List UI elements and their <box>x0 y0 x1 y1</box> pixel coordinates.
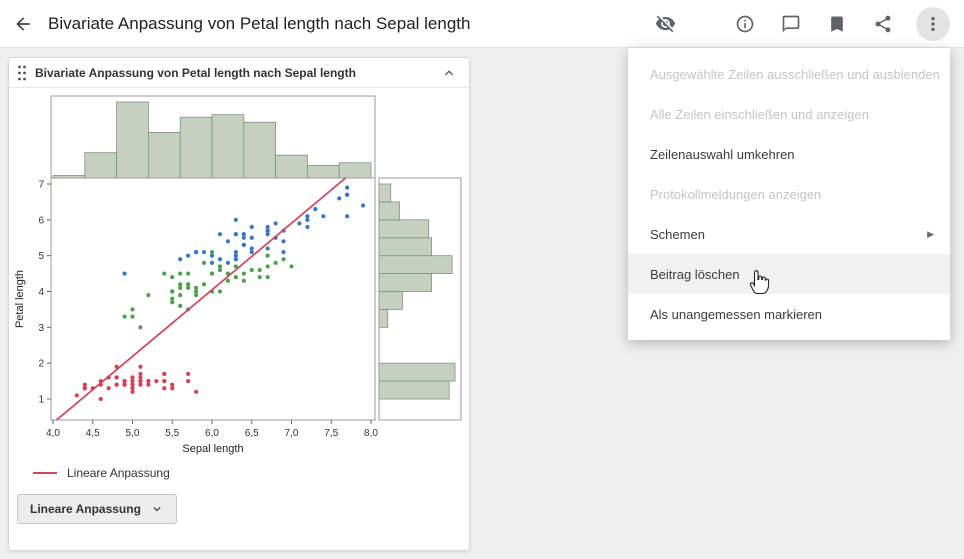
svg-text:5: 5 <box>38 251 44 262</box>
fit-options-button[interactable]: Lineare Anpassung <box>17 494 177 524</box>
fit-line-label: Lineare Anpassung <box>67 466 170 480</box>
menu-item-exclude-hide-selected-rows: Ausgewählte Zeilen ausschließen und ausb… <box>628 54 950 94</box>
drag-dots-icon <box>18 65 26 80</box>
menu-item-delete-post[interactable]: Beitrag löschen <box>628 254 950 294</box>
topbar: Bivariate Anpassung von Petal length nac… <box>0 0 964 48</box>
chevron-up-icon <box>445 69 453 75</box>
more-options-button[interactable] <box>916 6 950 41</box>
svg-text:6,0: 6,0 <box>205 428 219 439</box>
page-title: Bivariate Anpassung von Petal length nac… <box>48 13 471 33</box>
context-menu: Ausgewählte Zeilen ausschließen und ausb… <box>628 48 950 340</box>
menu-item-invert-row-selection[interactable]: Zeilenauswahl umkehren <box>628 134 950 174</box>
svg-text:5,0: 5,0 <box>126 428 140 439</box>
svg-text:1: 1 <box>38 394 44 405</box>
svg-text:8,0: 8,0 <box>364 428 378 439</box>
kebab-icon <box>931 16 935 31</box>
report-card-header: Bivariate Anpassung von Petal length nac… <box>9 58 469 88</box>
share-icon <box>875 15 891 32</box>
bookmark-icon <box>831 16 843 31</box>
comment-button[interactable] <box>778 11 804 37</box>
svg-text:4,0: 4,0 <box>46 428 60 439</box>
menu-item-schemes[interactable]: Schemen ▶ <box>628 214 950 254</box>
info-icon <box>736 15 754 32</box>
menu-item-label: Schemen <box>650 226 705 242</box>
arrow-left-icon <box>16 16 30 31</box>
svg-text:3: 3 <box>38 323 44 334</box>
svg-text:5,5: 5,5 <box>165 428 179 439</box>
svg-text:6,5: 6,5 <box>245 428 259 439</box>
collapse-button[interactable] <box>439 63 459 83</box>
drag-handle[interactable] <box>17 64 29 82</box>
svg-text:7,0: 7,0 <box>285 428 299 439</box>
share-button[interactable] <box>870 11 896 37</box>
menu-item-mark-inappropriate[interactable]: Als unangemessen markieren <box>628 294 950 334</box>
svg-text:Sepal length: Sepal length <box>182 443 243 455</box>
menu-item-label: Beitrag löschen <box>650 266 740 282</box>
bookmark-button[interactable] <box>824 11 850 37</box>
menu-item-label: Protokollmeldungen anzeigen <box>650 186 822 202</box>
info-button[interactable] <box>732 11 758 37</box>
svg-text:Petal length: Petal length <box>14 270 26 328</box>
svg-text:7: 7 <box>38 180 44 191</box>
menu-item-include-show-all-rows: Alle Zeilen einschließen und anzeigen <box>628 94 950 134</box>
svg-text:2: 2 <box>38 359 44 370</box>
visibility-off-button[interactable] <box>652 11 678 37</box>
menu-item-label: Alle Zeilen einschließen und anzeigen <box>650 106 869 122</box>
svg-text:7,5: 7,5 <box>324 428 338 439</box>
chevron-down-icon <box>150 502 164 516</box>
menu-item-label: Ausgewählte Zeilen ausschließen und ausb… <box>650 66 940 82</box>
menu-item-label: Zeilenauswahl umkehren <box>650 146 795 162</box>
svg-text:4,5: 4,5 <box>86 428 100 439</box>
menu-item-label: Als unangemessen markieren <box>650 306 822 322</box>
svg-text:4: 4 <box>38 287 44 298</box>
report-card: Bivariate Anpassung von Petal length nac… <box>8 57 470 551</box>
topbar-actions <box>652 6 964 41</box>
bivariate-plot: 4,0 4,5 5,0 5,5 6,0 6,5 7,0 7,5 8,0 1 2 3 4 5 6 7 Sepal … <box>14 95 462 455</box>
fit-options-label: Lineare Anpassung <box>30 502 141 516</box>
plot-legend: Lineare Anpassung <box>33 466 469 480</box>
back-button[interactable] <box>12 13 34 35</box>
report-title: Bivariate Anpassung von Petal length nac… <box>35 65 356 80</box>
menu-item-show-log-messages: Protokollmeldungen anzeigen <box>628 174 950 214</box>
eye-off-icon <box>655 15 675 33</box>
comment-icon <box>782 15 800 32</box>
fit-line-swatch <box>33 472 57 474</box>
svg-text:6: 6 <box>38 215 44 226</box>
submenu-arrow-icon: ▶ <box>927 228 934 239</box>
